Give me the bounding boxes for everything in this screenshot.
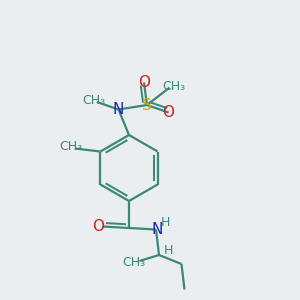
Text: CH₃: CH₃ (162, 80, 186, 93)
Text: O: O (92, 219, 104, 234)
Text: O: O (138, 75, 150, 90)
Text: S: S (142, 98, 152, 112)
Text: CH₃: CH₃ (122, 256, 146, 269)
Text: CH₃: CH₃ (59, 140, 82, 154)
Text: O: O (163, 105, 175, 120)
Text: H: H (161, 216, 170, 230)
Text: CH₃: CH₃ (82, 94, 106, 107)
Text: H: H (163, 244, 173, 257)
Text: N: N (152, 222, 163, 237)
Text: N: N (113, 102, 124, 117)
